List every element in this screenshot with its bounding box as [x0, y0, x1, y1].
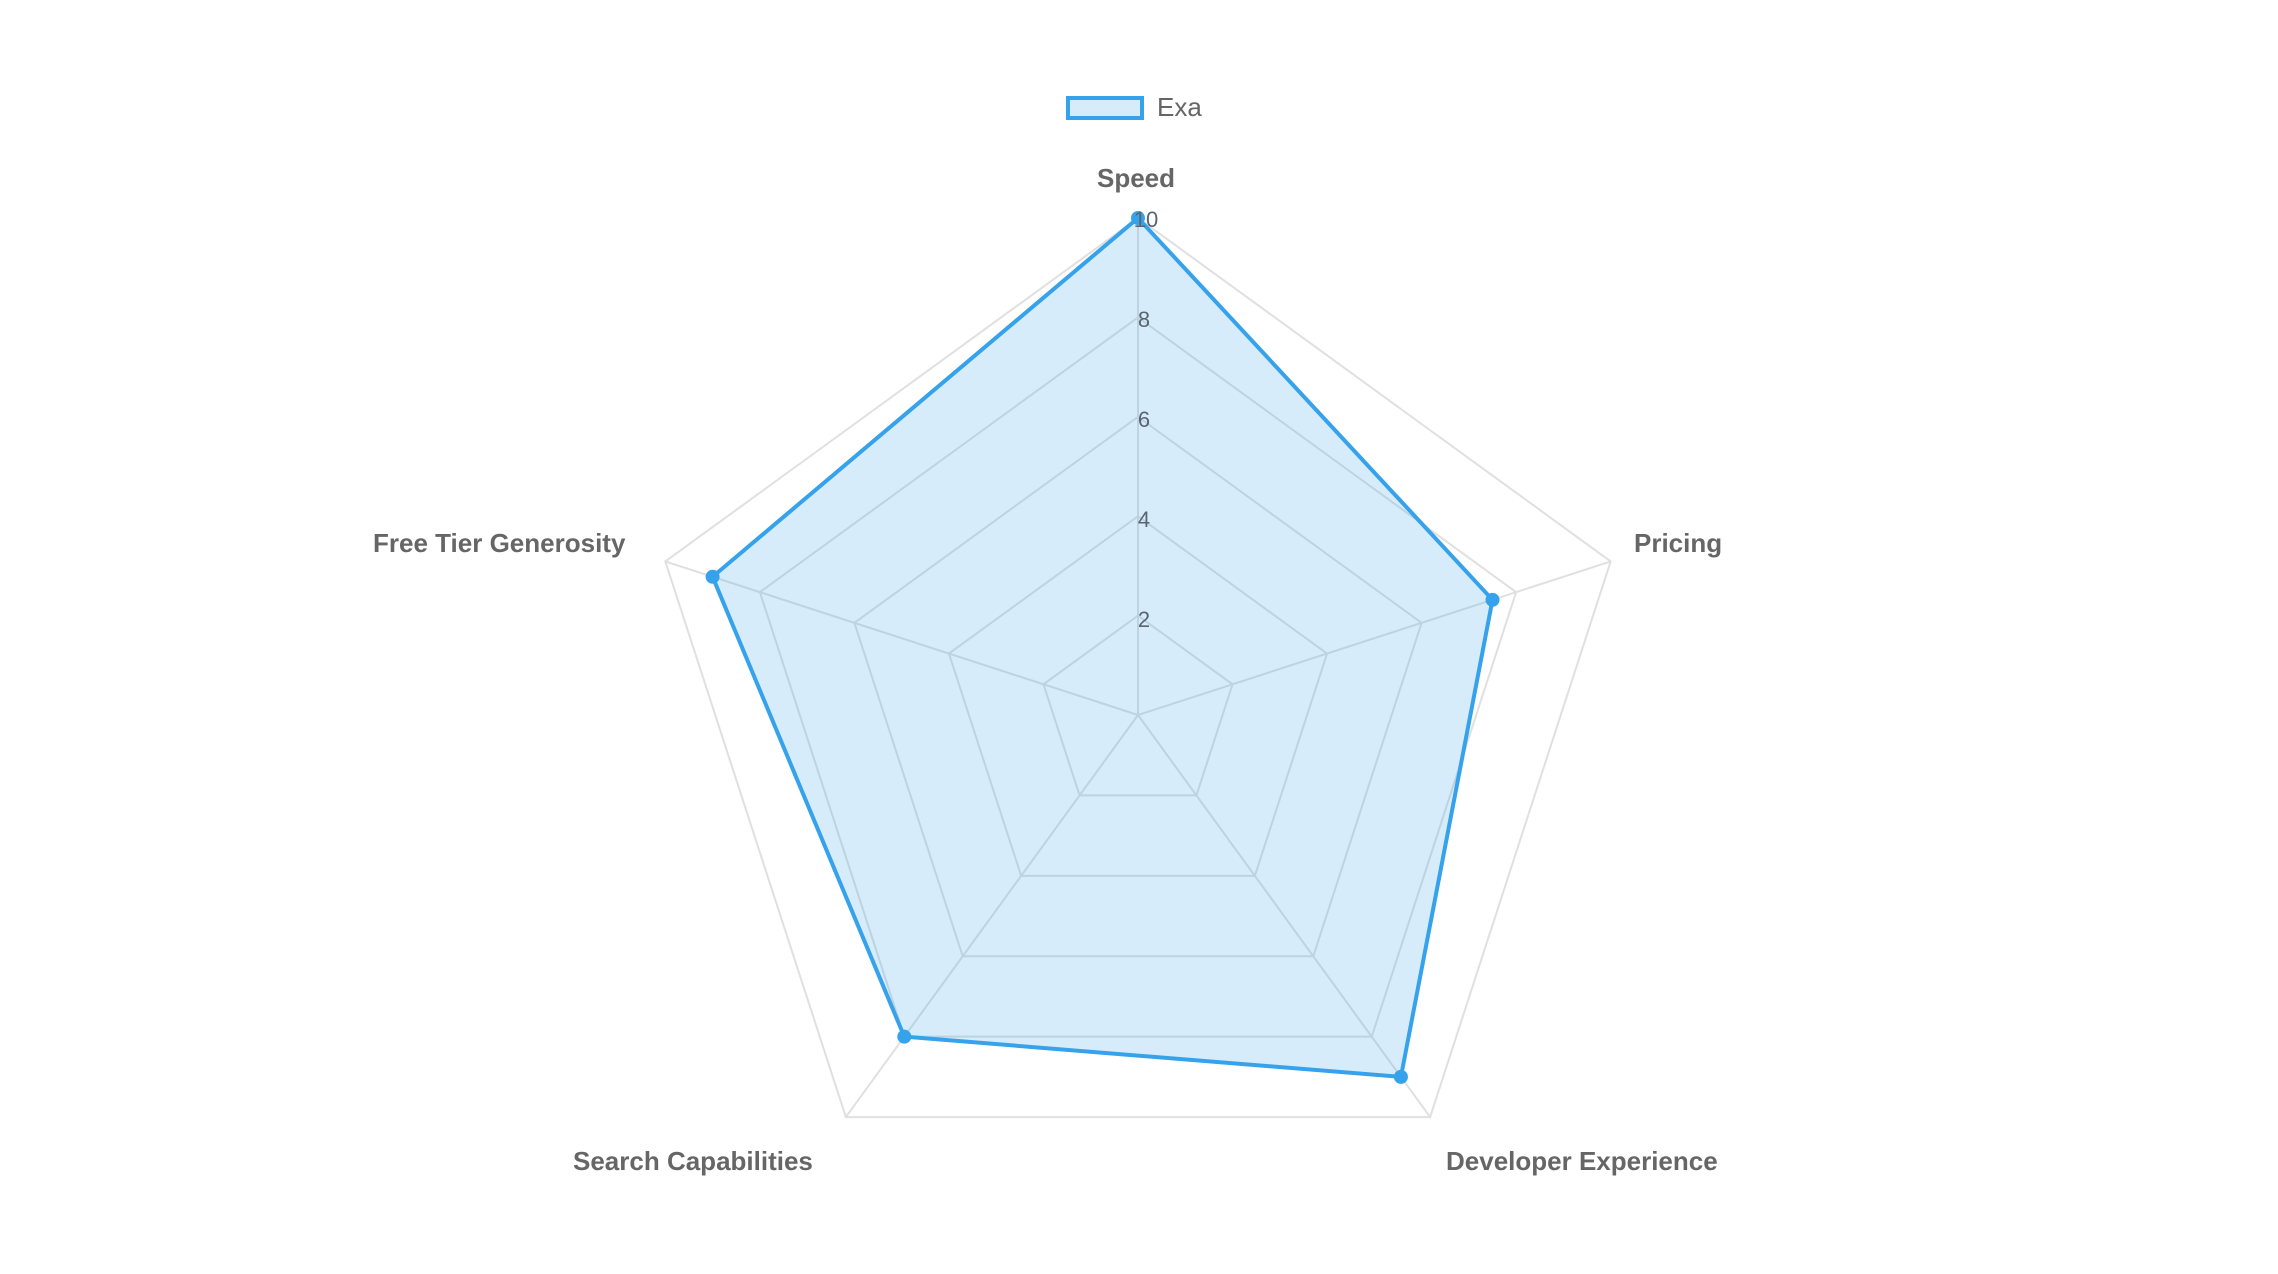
tick-label-6: 6 [1137, 407, 1151, 432]
legend-label-exa: Exa [1157, 92, 1202, 122]
grid-ring-6 [853, 415, 1423, 958]
grid-spoke [665, 560, 1139, 716]
grid-ring-4 [947, 514, 1329, 877]
axis-label-pricing: Pricing [1634, 528, 1723, 558]
grid-ring-8 [758, 316, 1518, 1038]
axis-label-free-tier-generosity: Free Tier Generosity [373, 528, 626, 558]
data-point[interactable] [1485, 592, 1500, 607]
axis-label-developer-experience: Developer Experience [1446, 1146, 1718, 1176]
grid-spoke [1137, 560, 1611, 716]
tick-label-8: 8 [1137, 307, 1151, 332]
data-point[interactable] [705, 569, 720, 584]
series-points-exa [705, 211, 1500, 1084]
radar-spokes [665, 218, 1611, 1118]
data-point[interactable] [897, 1029, 912, 1044]
radar-grid [664, 216, 1612, 1119]
grid-spoke [845, 714, 1139, 1118]
grid-spoke [1137, 714, 1431, 1118]
grid-ring-2 [1042, 614, 1234, 797]
axis-label-search-capabilities: Search Capabilities [573, 1146, 813, 1176]
tick-label-4: 4 [1137, 507, 1151, 532]
legend-swatch-exa [1066, 95, 1144, 120]
legend[interactable]: Exa [1066, 92, 1202, 123]
data-point[interactable] [1393, 1069, 1408, 1084]
data-point[interactable] [1131, 211, 1145, 225]
series-area-exa [710, 215, 1495, 1080]
grid-ring-10 [664, 216, 1612, 1119]
axis-label-speed: Speed [1097, 163, 1176, 193]
tick-label-2: 2 [1137, 607, 1151, 632]
tick-label-10: 10 [1133, 207, 1159, 232]
